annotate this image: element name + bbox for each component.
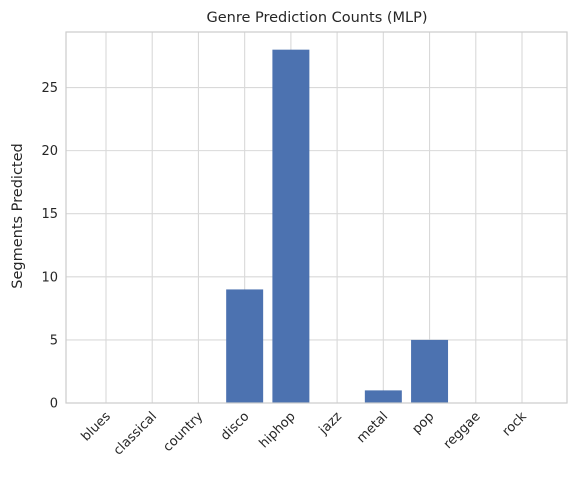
bar-metal <box>364 390 402 403</box>
y-axis-label: Segments Predicted <box>10 143 26 288</box>
grid-layer <box>66 32 567 404</box>
bar-hiphop <box>272 49 310 404</box>
x-tick-label: blues <box>79 409 114 444</box>
x-tick-label: rock <box>500 409 531 440</box>
x-tick-label: hiphop <box>257 409 299 451</box>
x-tick-label: jazz <box>316 409 345 438</box>
bar-layer <box>226 49 449 404</box>
y-tick-layer: 0 5 10 15 20 25 <box>41 81 58 411</box>
y-tick-label: 5 <box>50 333 58 348</box>
y-tick-label: 20 <box>41 144 58 159</box>
x-tick-label: metal <box>354 409 391 446</box>
chart-title: Genre Prediction Counts (MLP) <box>206 10 427 26</box>
x-tick-label: pop <box>409 409 437 437</box>
plot-frame <box>65 31 568 404</box>
x-tick-label: classical <box>111 409 160 458</box>
bar-disco <box>226 289 264 403</box>
bar-pop <box>411 339 449 403</box>
x-tick-label: country <box>161 409 207 455</box>
y-tick-label: 15 <box>41 207 58 222</box>
x-tick-label: disco <box>218 409 252 443</box>
y-tick-label: 25 <box>41 81 58 96</box>
y-tick-label: 10 <box>41 270 58 285</box>
y-tick-label: 0 <box>50 397 58 412</box>
x-tick-label: reggae <box>441 409 484 452</box>
